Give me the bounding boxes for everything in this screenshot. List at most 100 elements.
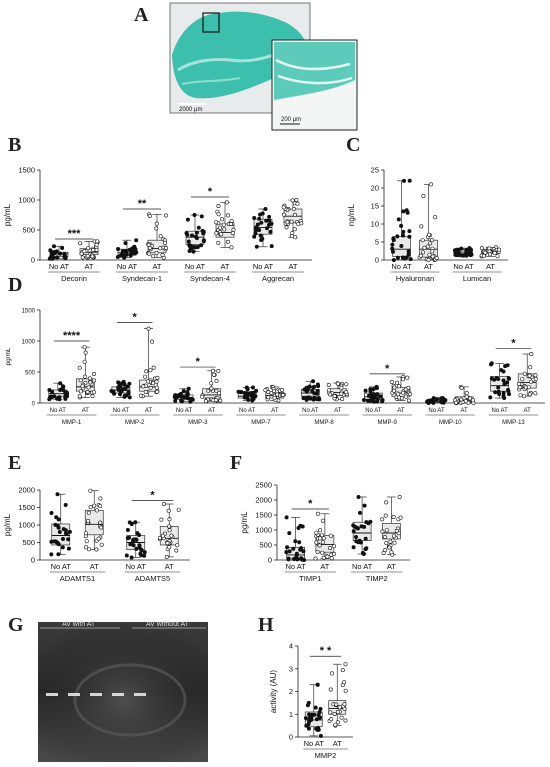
data-point	[459, 246, 464, 251]
data-point	[86, 518, 91, 523]
data-point	[310, 379, 315, 384]
data-point	[425, 244, 430, 249]
data-point	[464, 391, 469, 396]
data-point	[112, 391, 117, 396]
data-point	[116, 385, 121, 390]
data-point	[209, 381, 214, 386]
data-point	[146, 326, 151, 331]
data-point	[94, 242, 99, 247]
gel-band	[90, 693, 102, 696]
data-point	[185, 217, 190, 222]
data-point	[94, 547, 99, 552]
data-point	[429, 238, 434, 243]
data-point	[430, 254, 435, 259]
data-point	[439, 396, 444, 401]
group-label: Lumican	[463, 274, 491, 283]
data-point	[422, 245, 427, 250]
data-point	[260, 211, 265, 216]
data-point	[47, 387, 52, 392]
data-point	[287, 549, 292, 554]
x-tick-label: No AT	[117, 262, 138, 271]
y-tick-label: 4	[289, 642, 293, 651]
x-tick-label: AT	[320, 562, 329, 571]
data-point	[49, 552, 54, 557]
data-point	[320, 550, 325, 555]
data-point	[533, 376, 538, 381]
data-point	[55, 255, 60, 260]
data-point	[125, 527, 130, 532]
data-point	[529, 351, 534, 356]
group-label: TIMP2	[366, 574, 388, 583]
y-tick-label: 2000	[18, 486, 35, 495]
data-point	[517, 381, 522, 386]
y-tick-label: 0	[268, 556, 272, 565]
data-point	[94, 508, 99, 513]
data-point	[146, 242, 151, 247]
data-point	[158, 246, 163, 251]
data-point	[226, 213, 231, 218]
y-tick-label: 1000	[18, 196, 35, 205]
data-point	[220, 217, 225, 222]
significance-stars: *	[385, 363, 390, 375]
x-tick-label: AT	[165, 562, 174, 571]
data-point	[133, 520, 138, 525]
x-tick-label: AT	[84, 262, 93, 271]
data-point	[418, 253, 423, 258]
x-tick-label: No AT	[126, 562, 147, 571]
data-point	[375, 397, 380, 402]
x-tick-label: No AT	[49, 262, 70, 271]
data-point	[166, 508, 171, 513]
data-point	[139, 553, 144, 558]
data-point	[214, 378, 219, 383]
y-tick-label: 1000	[18, 521, 35, 530]
data-point	[375, 392, 380, 397]
data-point	[321, 536, 326, 541]
group-label: MMP2	[315, 751, 337, 760]
data-point	[83, 374, 88, 379]
data-point	[199, 243, 204, 248]
data-point	[467, 396, 472, 401]
data-point	[527, 392, 532, 397]
data-point	[371, 387, 376, 392]
gel-band	[134, 693, 146, 696]
x-tick-label: AT	[387, 562, 396, 571]
data-point	[127, 520, 132, 525]
data-point	[459, 397, 464, 402]
data-point	[87, 376, 92, 381]
data-point	[401, 178, 406, 183]
data-point	[286, 557, 291, 562]
y-tick-label: 1000	[22, 340, 36, 346]
data-point	[320, 518, 325, 523]
data-point	[464, 248, 469, 253]
data-point	[344, 382, 349, 387]
data-point	[290, 198, 295, 203]
data-point	[342, 680, 347, 685]
data-point	[361, 551, 366, 556]
data-point	[356, 494, 361, 499]
data-point	[329, 671, 334, 676]
data-point	[96, 536, 101, 541]
data-point	[251, 385, 256, 390]
data-point	[134, 238, 139, 243]
data-point	[161, 501, 166, 506]
y-tick-label: 1	[289, 710, 293, 719]
data-point	[289, 219, 294, 224]
data-point	[158, 234, 163, 239]
x-tick-label: AT	[208, 408, 216, 414]
data-point	[150, 339, 155, 344]
data-point	[284, 550, 289, 555]
data-point	[164, 246, 169, 251]
data-point	[384, 528, 389, 533]
data-point	[85, 253, 90, 258]
panel-label-c: C	[346, 134, 360, 156]
data-point	[368, 389, 373, 394]
data-point	[316, 396, 321, 401]
data-point	[339, 715, 344, 720]
data-point	[426, 232, 431, 237]
data-point	[222, 227, 227, 232]
data-point	[318, 528, 323, 533]
data-point	[224, 200, 229, 205]
data-point	[52, 250, 57, 255]
data-point	[218, 398, 223, 403]
data-point	[175, 543, 180, 548]
